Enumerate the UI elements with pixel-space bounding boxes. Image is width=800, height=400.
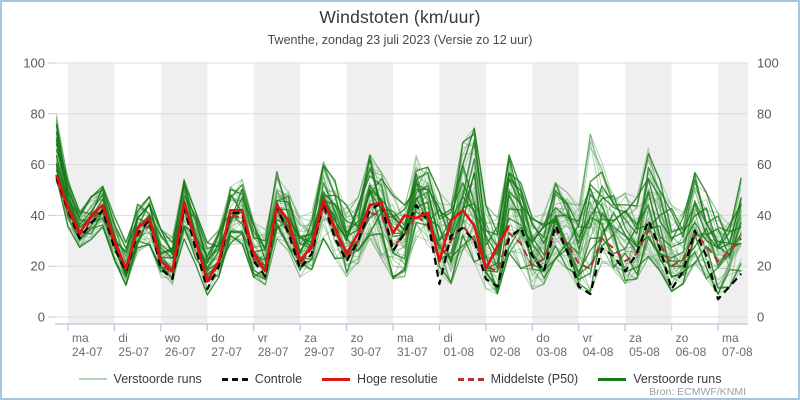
hires-red-line-icon bbox=[322, 377, 351, 381]
ensemble-member-line-light bbox=[55, 148, 742, 274]
legend-item-verstoorde-runs-dark: Verstoorde runs bbox=[598, 372, 721, 386]
x-axis-day-label: vr bbox=[258, 331, 268, 345]
ensemble-member-line-light bbox=[55, 156, 742, 267]
y-axis-label-left: 100 bbox=[23, 56, 45, 71]
day-band bbox=[68, 63, 115, 324]
x-axis-date-label: 04-08 bbox=[583, 345, 614, 359]
x-axis-date-label: 26-07 bbox=[165, 345, 196, 359]
y-axis-label-right: 100 bbox=[757, 56, 779, 71]
day-band bbox=[253, 63, 301, 324]
ensemble-member-line-light bbox=[55, 166, 742, 295]
y-axis-label-left: 60 bbox=[31, 157, 45, 172]
x-axis-day-label: di bbox=[443, 331, 452, 345]
x-axis-date-label: 27-07 bbox=[211, 345, 242, 359]
x-axis-day-label: za bbox=[629, 331, 642, 345]
ensemble-member-line-light bbox=[55, 154, 742, 295]
legend-label: Controle bbox=[254, 372, 303, 386]
legend-label: Middelste (P50) bbox=[490, 372, 579, 386]
ensemble-member-line-light bbox=[55, 116, 742, 270]
p50-median-line bbox=[55, 179, 742, 285]
y-axis-label-left: 0 bbox=[38, 310, 45, 325]
x-axis-date-label: 02-08 bbox=[490, 345, 521, 359]
x-axis-day-label: do bbox=[536, 331, 550, 345]
x-axis-date-label: 31-07 bbox=[397, 345, 428, 359]
ensemble-light-line-icon bbox=[78, 378, 107, 380]
x-axis-day-label: vr bbox=[583, 331, 593, 345]
x-axis-date-label: 06-08 bbox=[676, 345, 707, 359]
legend-label: Verstoorde runs bbox=[113, 372, 202, 386]
ensemble-member-line-dark bbox=[55, 155, 742, 267]
x-axis-day-label: di bbox=[118, 331, 127, 345]
x-axis-date-label: 03-08 bbox=[536, 345, 567, 359]
ensemble-member-line-light bbox=[55, 151, 742, 295]
high-resolution-line bbox=[55, 174, 511, 283]
x-axis-date-label: 01-08 bbox=[443, 345, 474, 359]
y-axis-label-left: 40 bbox=[31, 208, 45, 223]
x-axis-date-label: 05-08 bbox=[629, 345, 660, 359]
y-axis-label-right: 20 bbox=[757, 259, 771, 274]
legend-item-hoge-resolutie: Hoge resolutie bbox=[322, 372, 438, 386]
legend-item-verstoorde-runs-light: Verstoorde runs bbox=[78, 372, 202, 386]
ensemble-member-line-light bbox=[55, 166, 742, 295]
ensemble-member-line-dark bbox=[55, 136, 742, 288]
ensemble-member-line-dark bbox=[55, 143, 742, 274]
p50-dashed-line-icon bbox=[457, 377, 484, 381]
day-band bbox=[160, 63, 208, 324]
x-axis-date-label: 24-07 bbox=[72, 345, 103, 359]
ensemble-member-line-light bbox=[55, 168, 742, 286]
x-axis-date-label: 28-07 bbox=[258, 345, 289, 359]
y-axis-label-left: 80 bbox=[31, 106, 45, 121]
source-credit: Bron: ECMWF/KNMI bbox=[649, 386, 746, 398]
ensemble-member-line-light bbox=[55, 131, 742, 269]
x-axis-day-label: zo bbox=[351, 331, 364, 345]
y-axis-label-right: 0 bbox=[757, 310, 764, 325]
x-axis-day-label: ma bbox=[397, 331, 414, 345]
x-axis-date-label: 30-07 bbox=[351, 345, 382, 359]
legend-item-controle: Controle bbox=[221, 372, 303, 386]
x-axis-day-label: ma bbox=[72, 331, 89, 345]
chart-header: Windstoten (km/uur) Twenthe, zondag 23 j… bbox=[0, 7, 800, 47]
x-axis-date-label: 07-08 bbox=[722, 345, 753, 359]
chart-legend: Verstoorde runs Controle Hoge resolutie … bbox=[0, 372, 800, 386]
x-axis-day-label: wo bbox=[164, 331, 181, 345]
ensemble-member-line-dark bbox=[55, 131, 742, 270]
legend-label: Verstoorde runs bbox=[633, 372, 722, 386]
x-axis-day-label: wo bbox=[489, 331, 506, 345]
ensemble-member-line-dark bbox=[55, 139, 742, 280]
control-run-line bbox=[55, 176, 743, 301]
control-dashed-line-icon bbox=[221, 377, 248, 381]
chart-subtitle: Twenthe, zondag 23 juli 2023 (Versie zo … bbox=[267, 33, 533, 47]
legend-label: Hoge resolutie bbox=[357, 372, 438, 386]
x-axis-day-label: ma bbox=[722, 331, 739, 345]
x-axis-day-label: za bbox=[304, 331, 317, 345]
x-axis-date-label: 29-07 bbox=[304, 345, 335, 359]
x-axis-date-label: 25-07 bbox=[118, 345, 149, 359]
ensemble-dark-line-icon bbox=[598, 377, 627, 381]
y-axis-label-right: 60 bbox=[757, 157, 771, 172]
ensemble-member-line-light bbox=[55, 143, 742, 270]
y-axis-label-right: 80 bbox=[757, 106, 771, 121]
y-axis-label-left: 20 bbox=[31, 259, 45, 274]
page-title: Windstoten (km/uur) bbox=[319, 7, 481, 27]
legend-item-middelste-p50: Middelste (P50) bbox=[457, 372, 579, 386]
x-axis-day-label: do bbox=[211, 331, 225, 345]
y-axis-label-right: 40 bbox=[757, 208, 771, 223]
x-axis-day-label: zo bbox=[676, 331, 689, 345]
